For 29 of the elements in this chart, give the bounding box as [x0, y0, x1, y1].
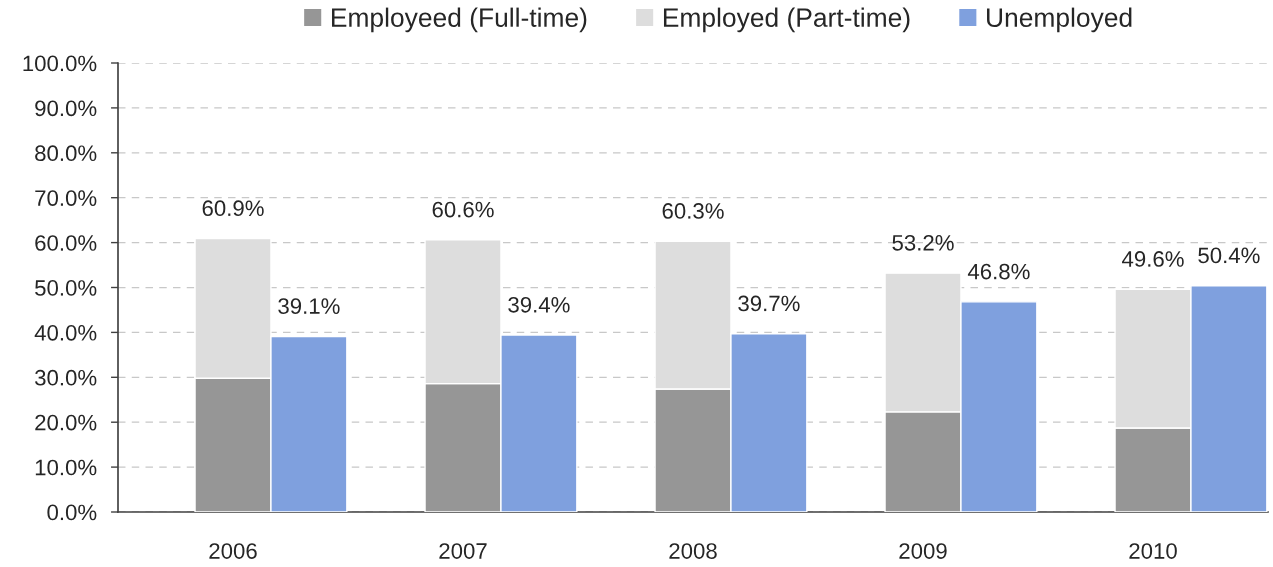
y-tick-label: 70.0% [35, 190, 97, 206]
x-tick-label: 2007 [439, 543, 487, 559]
y-tick-label: 60.0% [35, 235, 97, 251]
total-label: 60.9% [202, 200, 264, 217]
data-label: 39.4% [508, 296, 570, 313]
data-label: 46.8% [967, 263, 1030, 280]
y-tick-label: 30.0% [35, 369, 97, 386]
x-tick-label: 2006 [209, 543, 257, 559]
y-tick-label: 90.0% [35, 100, 97, 117]
y-tick-label: 50.0% [35, 280, 97, 296]
y-tick-label: 0.0% [47, 504, 97, 521]
y-tick-label: 80.0% [35, 145, 97, 162]
x-tick-label: 2010 [1129, 543, 1177, 559]
total-label: 60.6% [432, 201, 494, 218]
total-label: 53.2% [892, 234, 954, 251]
y-tick-label: 20.0% [35, 414, 97, 431]
y-tick-label: 10.0% [35, 459, 97, 476]
legend-label: Employed (Part-time) [663, 7, 910, 33]
x-tick-label: 2009 [899, 543, 947, 559]
y-tick-label: 100.0% [23, 55, 97, 72]
x-tick-label: 2008 [669, 543, 717, 559]
legend-label: Employeed (Full-time) [332, 7, 587, 33]
total-label: 60.3% [662, 203, 724, 219]
total-label: 49.6% [1122, 251, 1184, 267]
y-tick-label: 40.0% [34, 324, 97, 341]
data-label: 50.4% [1198, 247, 1260, 264]
legend-label: Unemployed [987, 7, 1132, 33]
data-label: 39.7% [738, 295, 800, 312]
data-label: 39.1% [278, 298, 340, 314]
